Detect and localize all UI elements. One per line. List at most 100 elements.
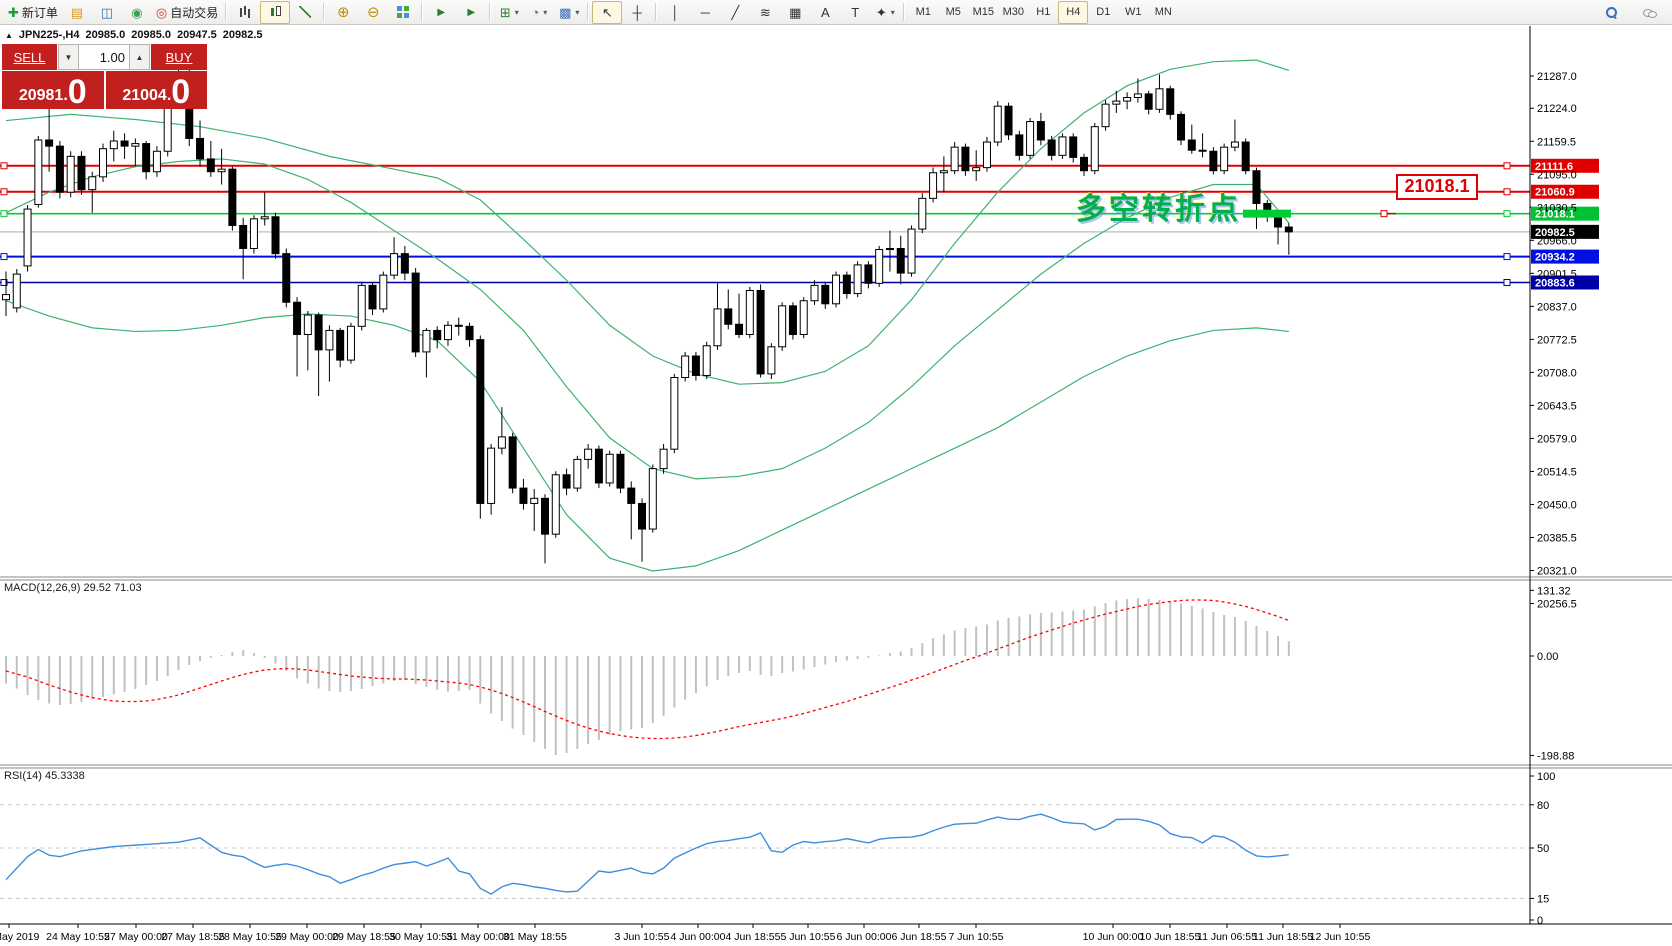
svg-text:20883.6: 20883.6: [1535, 278, 1575, 290]
crosshair-button[interactable]: ┼: [622, 1, 652, 24]
svg-text:6 Jun 00:00: 6 Jun 00:00: [837, 931, 892, 943]
price-axis: [1530, 75, 1599, 921]
fibonacci-icon: ≋: [759, 4, 771, 20]
zoom-in-icon: ⊕: [336, 3, 350, 21]
publish-chart-icon: ◫: [100, 4, 114, 20]
symbol-period-label: JPN225-,H4: [18, 29, 80, 41]
quote-close: 20982.5: [222, 29, 263, 41]
main-toolbar: ✚ 新订单 ▤ ◫ ◉ ◎ 自动交易 ⊕ ⊖ ▶ ▶ ⊞ ▾ ◔ ▾ ▩ ▾ ↖ ┼ │ ─ ╱ ≋ ▦ A T ✦ ▾ M1 M5 M15…: [0, 0, 1672, 25]
svg-text:31 May 18:55: 31 May 18:55: [503, 931, 567, 943]
vertical-line-button[interactable]: │: [660, 1, 690, 24]
svg-text:6 Jun 18:55: 6 Jun 18:55: [892, 931, 947, 943]
text-label-button[interactable]: T: [840, 1, 870, 24]
indicators-add-button[interactable]: ⊞ ▾: [499, 4, 519, 20]
bar-chart-button[interactable]: [230, 1, 260, 24]
svg-text:23 May 2019: 23 May 2019: [0, 931, 40, 943]
svg-text:27 May 00:00: 27 May 00:00: [104, 931, 168, 943]
sell-price-button[interactable]: 20981 . 0: [2, 71, 104, 109]
buy-price-big-digit: 0: [171, 73, 191, 111]
chart-canvas[interactable]: 21287.0 21224.0 21159.5 21095.0 21030.5 20966…: [0, 26, 1672, 946]
quote-low: 20947.5: [177, 29, 217, 41]
price-callout-box[interactable]: 21018.1: [1396, 174, 1478, 200]
buy-button[interactable]: BUY: [151, 44, 207, 70]
shapes-button[interactable]: ✦ ▾: [875, 4, 895, 20]
svg-text:10 Jun 18:55: 10 Jun 18:55: [1140, 931, 1201, 943]
svg-text:31 May 00:00: 31 May 00:00: [446, 931, 510, 943]
horizontal-line-button[interactable]: ─: [690, 1, 720, 24]
toolbar-separator: [903, 3, 906, 21]
text-label-icon: T: [851, 4, 860, 20]
toolbar-separator: [225, 3, 228, 21]
timeframe-h4-button[interactable]: H4: [1058, 0, 1089, 24]
timeframe-m30-button[interactable]: M30: [1002, 6, 1024, 18]
cursor-button[interactable]: ↖: [592, 0, 623, 24]
new-order-button[interactable]: ✚ 新订单: [8, 4, 58, 20]
toolbar-right: [1596, 1, 1664, 24]
turning-point-annotation[interactable]: 多空转折点: [1076, 193, 1241, 226]
sell-button[interactable]: SELL: [2, 44, 57, 70]
svg-text:4 Jun 00:00: 4 Jun 00:00: [671, 931, 726, 943]
volume-decrease-button[interactable]: ▼: [58, 44, 79, 70]
macd-indicator-label: MACD(12,26,9) 29.52 71.03: [4, 582, 142, 594]
one-click-trade-panel: SELL ▼ ▲ BUY 20981 . 0 21004 . 0: [2, 44, 207, 109]
templates-icon: ▩: [559, 4, 572, 20]
fibo-grid-button[interactable]: ▦: [780, 1, 810, 24]
publish-chart-button[interactable]: ◫: [92, 1, 122, 24]
rsi-line: [5, 813, 1289, 895]
timeframe-mn-button[interactable]: MN: [1154, 6, 1172, 18]
buy-price-button[interactable]: 21004 . 0: [105, 71, 207, 111]
svg-text:21287.0: 21287.0: [1537, 71, 1577, 83]
rsi-indicator-label: RSI(14) 45.3338: [4, 770, 85, 782]
auto-scroll-button[interactable]: ▶: [426, 1, 456, 24]
time-axis: [8, 924, 1341, 928]
volume-input[interactable]: [79, 44, 129, 70]
svg-text:7 Jun 10:55: 7 Jun 10:55: [949, 931, 1004, 943]
toolbar-separator: [655, 3, 658, 21]
svg-text:50: 50: [1537, 843, 1549, 855]
text-button[interactable]: A: [810, 1, 840, 24]
collapse-panel-icon[interactable]: ▲: [5, 30, 13, 40]
timeframe-w1-button[interactable]: W1: [1125, 6, 1142, 18]
timeframe-m5-button[interactable]: M5: [945, 6, 961, 18]
zoom-in-button[interactable]: ⊕: [328, 1, 358, 24]
signals-button[interactable]: ◉: [122, 1, 152, 24]
svg-text:0: 0: [1537, 915, 1543, 927]
timeframe-m15-button[interactable]: M15: [972, 6, 994, 18]
fibonacci-button[interactable]: ≋: [750, 1, 780, 24]
timeframe-m1-button[interactable]: M1: [915, 6, 931, 18]
timeframe-d1-button[interactable]: D1: [1096, 6, 1111, 18]
templates-button[interactable]: ▩ ▾: [559, 4, 580, 20]
signals-icon: ◉: [131, 4, 143, 20]
svg-text:20966.0: 20966.0: [1537, 235, 1577, 247]
macd-pane: [5, 598, 1290, 755]
svg-text:0.00: 0.00: [1537, 651, 1558, 663]
trendline-icon: ╱: [731, 4, 740, 20]
line-chart-button[interactable]: [290, 1, 320, 24]
volume-increase-button[interactable]: ▲: [129, 44, 150, 70]
candlestick-chart-button[interactable]: [260, 0, 291, 24]
market-watch-button[interactable]: ▤: [62, 1, 92, 24]
period-selector-button[interactable]: ◔ ▾: [531, 4, 548, 20]
quote-high: 20985.0: [131, 29, 171, 41]
timeframe-h1-button[interactable]: H1: [1036, 6, 1051, 18]
volume-stepper: ▼ ▲: [58, 44, 150, 70]
svg-text:100: 100: [1537, 771, 1555, 783]
market-watch-icon: ▤: [70, 4, 84, 20]
auto-trading-icon: ◎: [155, 4, 168, 20]
trendline-button[interactable]: ╱: [720, 1, 750, 24]
tile-windows-button[interactable]: [388, 1, 418, 24]
svg-text:11 Jun 06:55: 11 Jun 06:55: [1197, 931, 1257, 943]
zoom-out-icon: ⊖: [366, 3, 380, 21]
community-chat-button[interactable]: [1634, 1, 1664, 24]
chart-shift-button[interactable]: ▶: [456, 1, 486, 24]
svg-text:10 Jun 00:00: 10 Jun 00:00: [1083, 931, 1144, 943]
zoom-out-button[interactable]: ⊖: [358, 1, 388, 24]
search-button[interactable]: [1596, 1, 1626, 24]
svg-text:20256.5: 20256.5: [1537, 599, 1577, 611]
svg-text:3 Jun 10:55: 3 Jun 10:55: [615, 931, 670, 943]
svg-text:29 May 18:55: 29 May 18:55: [332, 931, 396, 943]
svg-text:20514.5: 20514.5: [1537, 466, 1577, 478]
svg-text:20579.0: 20579.0: [1537, 433, 1577, 445]
auto-trading-button[interactable]: ◎ 自动交易: [155, 4, 219, 20]
